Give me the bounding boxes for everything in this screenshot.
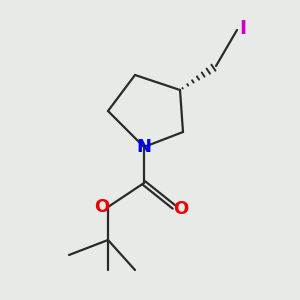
Text: I: I <box>239 19 246 38</box>
Text: N: N <box>136 138 152 156</box>
Text: O: O <box>94 198 109 216</box>
Text: O: O <box>173 200 188 217</box>
